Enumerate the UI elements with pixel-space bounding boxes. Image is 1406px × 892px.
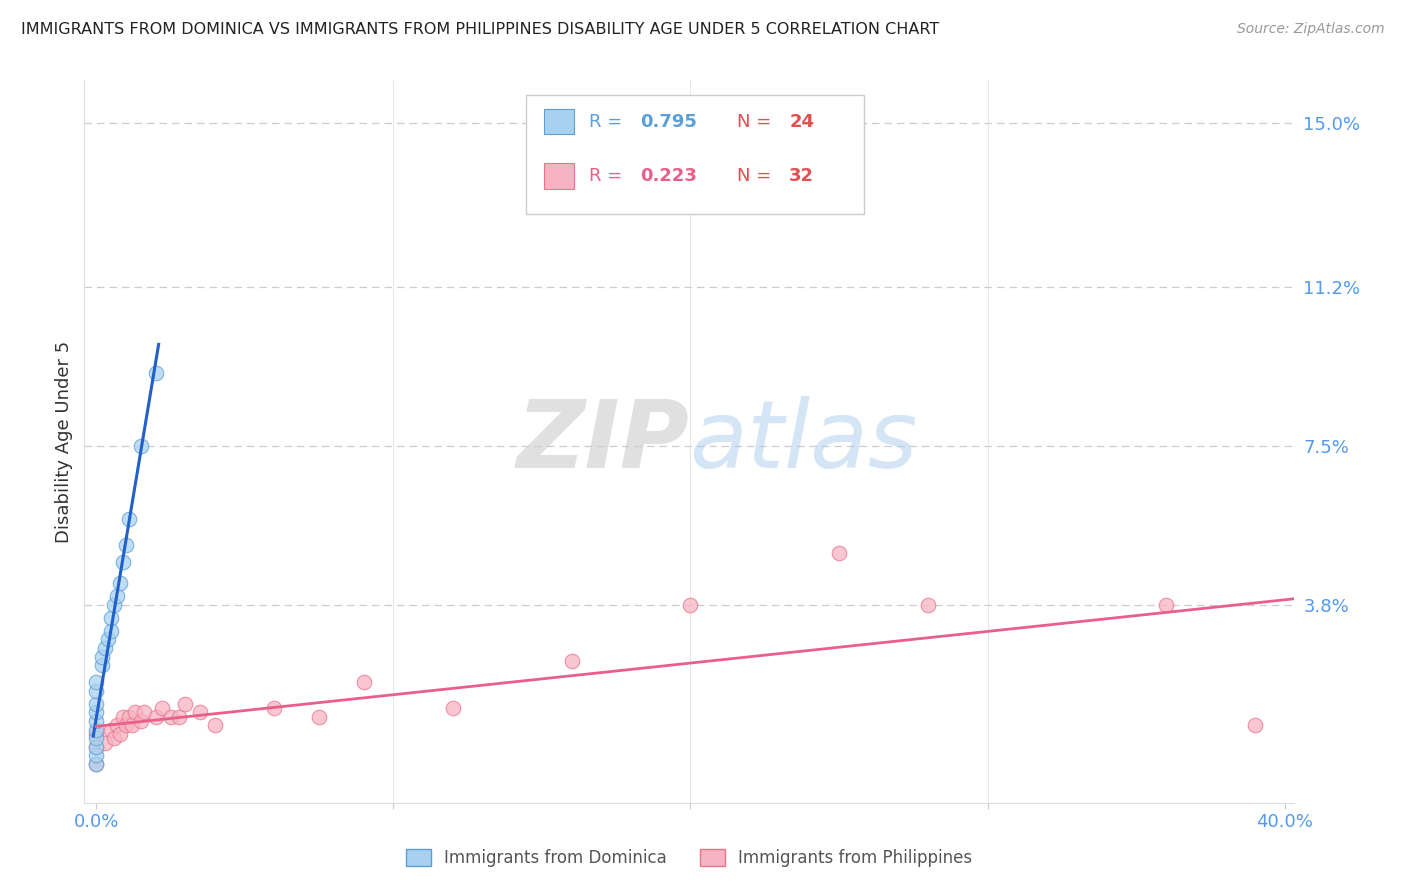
Point: [105, 718, 128, 732]
Point: [679, 598, 702, 612]
Point: [108, 727, 131, 741]
Text: 32: 32: [789, 167, 814, 185]
Point: [84, 739, 107, 754]
FancyBboxPatch shape: [544, 163, 574, 189]
Point: [561, 654, 583, 668]
Point: [103, 598, 125, 612]
Point: [121, 718, 143, 732]
Point: [105, 590, 128, 604]
Point: [150, 701, 173, 715]
Text: N =: N =: [737, 112, 778, 131]
Point: [100, 624, 122, 638]
FancyBboxPatch shape: [526, 95, 865, 214]
Point: [84, 757, 107, 772]
Point: [84, 675, 107, 690]
Point: [174, 697, 197, 711]
Point: [1244, 718, 1267, 732]
Point: [103, 731, 125, 746]
Text: Source: ZipAtlas.com: Source: ZipAtlas.com: [1237, 22, 1385, 37]
Point: [84, 714, 107, 728]
Text: atlas: atlas: [689, 396, 917, 487]
Point: [188, 706, 211, 720]
Point: [108, 576, 131, 591]
Legend: Immigrants from Dominica, Immigrants from Philippines: Immigrants from Dominica, Immigrants fro…: [399, 842, 979, 874]
Point: [100, 611, 122, 625]
Point: [308, 710, 330, 724]
Text: ZIP: ZIP: [516, 395, 689, 488]
Point: [84, 727, 107, 741]
Point: [115, 538, 138, 552]
Point: [84, 697, 107, 711]
Text: 0.223: 0.223: [641, 167, 697, 185]
Point: [111, 555, 134, 569]
Point: [97, 632, 120, 647]
Point: [84, 723, 107, 737]
Point: [828, 546, 851, 560]
Point: [84, 706, 107, 720]
Point: [84, 731, 107, 746]
FancyBboxPatch shape: [544, 109, 574, 135]
Point: [129, 439, 152, 453]
Point: [263, 701, 285, 715]
Point: [91, 649, 114, 664]
Point: [1154, 598, 1177, 612]
Point: [111, 710, 134, 724]
Text: N =: N =: [737, 167, 778, 185]
Point: [118, 710, 141, 724]
Point: [169, 710, 191, 724]
Point: [94, 735, 117, 749]
Point: [917, 598, 939, 612]
Point: [159, 710, 181, 724]
Text: R =: R =: [589, 167, 627, 185]
Point: [84, 757, 107, 772]
Text: 24: 24: [789, 112, 814, 131]
Text: R =: R =: [589, 112, 627, 131]
Point: [124, 706, 146, 720]
Point: [204, 718, 226, 732]
Y-axis label: Disability Age Under 5: Disability Age Under 5: [55, 341, 73, 542]
Point: [100, 723, 122, 737]
Point: [441, 701, 464, 715]
Point: [84, 748, 107, 763]
Point: [84, 739, 107, 754]
Point: [84, 684, 107, 698]
Point: [129, 714, 152, 728]
Point: [94, 640, 117, 655]
Point: [353, 675, 375, 690]
Point: [132, 706, 155, 720]
Text: IMMIGRANTS FROM DOMINICA VS IMMIGRANTS FROM PHILIPPINES DISABILITY AGE UNDER 5 C: IMMIGRANTS FROM DOMINICA VS IMMIGRANTS F…: [21, 22, 939, 37]
Point: [145, 710, 167, 724]
Text: 0.795: 0.795: [641, 112, 697, 131]
Point: [118, 512, 141, 526]
Point: [91, 658, 114, 673]
Point: [115, 718, 138, 732]
Point: [145, 366, 167, 380]
